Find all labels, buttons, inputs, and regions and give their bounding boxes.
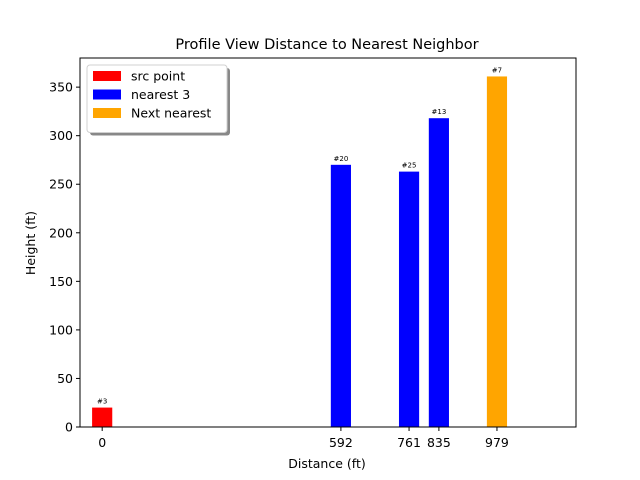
bar-value-label: #13 [432, 108, 447, 116]
y-tick-label: 200 [49, 225, 73, 240]
y-tick-label: 350 [49, 80, 73, 95]
legend-swatch [93, 89, 121, 100]
y-axis-label: Height (ft) [23, 211, 38, 275]
y-tick-label: 100 [49, 322, 73, 337]
bar-value-label: #3 [97, 398, 107, 406]
y-tick-label: 300 [49, 128, 73, 143]
bar-2-0 [486, 76, 508, 427]
y-tick-label: 0 [65, 420, 73, 435]
bar-value-label: #20 [334, 155, 349, 163]
bar-labels: #3 #20 #25 #13 #7 [97, 66, 502, 405]
x-axis-label: Distance (ft) [288, 456, 365, 471]
bar-1-0 [330, 164, 351, 427]
legend-label: nearest 3 [131, 87, 190, 102]
y-tick-label: 50 [57, 371, 73, 386]
legend-label: src point [131, 69, 185, 84]
legend-swatch [93, 71, 121, 81]
chart-title: Profile View Distance to Nearest Neighbo… [175, 37, 478, 53]
bar-1-1 [398, 171, 420, 427]
legend: src point nearest 3 Next nearest [86, 64, 230, 136]
bar-value-label: #7 [492, 66, 502, 74]
y-tick-label: 250 [49, 177, 73, 192]
x-tick-label: 0 [98, 435, 106, 450]
y-axis: 0 50 100 150 200 250 300 350 [49, 80, 80, 435]
bar-1-2 [428, 118, 449, 427]
x-tick-label: 761 [397, 435, 421, 450]
bars [92, 76, 508, 427]
legend-swatch [93, 108, 121, 118]
bar-value-label: #25 [402, 162, 417, 170]
x-tick-label: 835 [427, 435, 451, 450]
legend-box [86, 64, 228, 133]
legend-label: Next nearest [131, 106, 211, 121]
x-tick-label: 592 [329, 435, 353, 450]
x-tick-label: 979 [485, 435, 509, 450]
x-axis: 0 592 761 835 979 [98, 427, 509, 450]
y-tick-label: 150 [49, 274, 73, 289]
bar-0-0 [92, 407, 113, 427]
plot-frame [79, 57, 577, 428]
